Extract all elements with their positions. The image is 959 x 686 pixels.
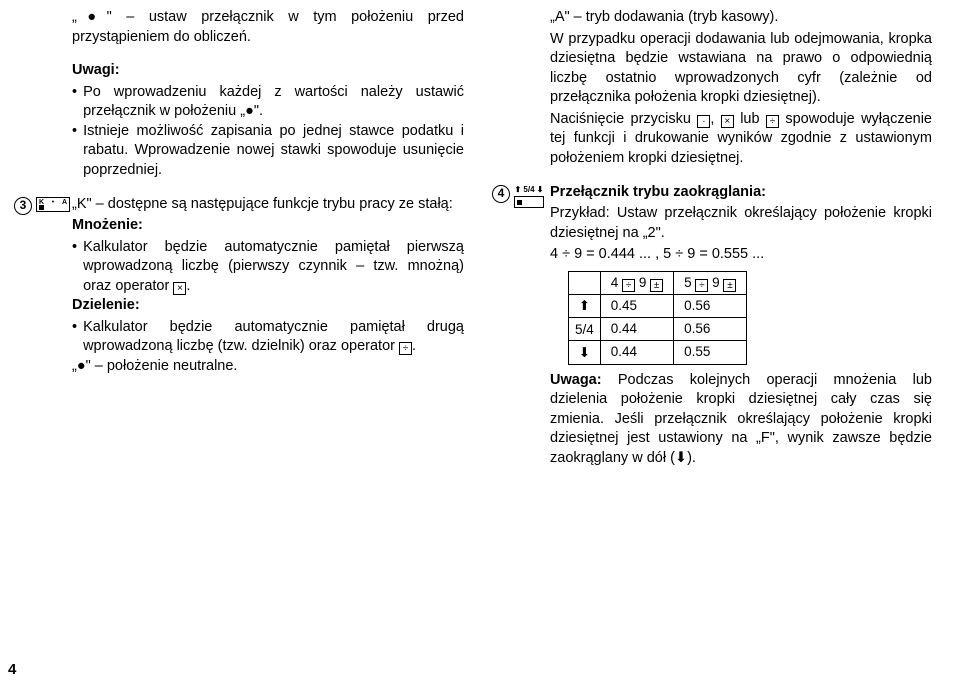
rounding-heading: Przełącznik trybu zaokrąglania:: [550, 183, 932, 203]
table-row: ⬇ 0.44 0.55: [569, 341, 747, 364]
neutral-text: „●" – położenie neutralne.: [72, 357, 464, 377]
plusminus-key-icon: ±: [650, 279, 663, 292]
section-4-marker: 4 ⬆ 5/4 ⬇: [492, 183, 550, 209]
rounding-note: Uwaga: Podczas kolejnych operacji mnożen…: [550, 371, 932, 469]
a-mode-para2: Naciśnięcie przycisku ·, × lub ÷ spowodu…: [550, 110, 932, 169]
page-number: 4: [8, 660, 16, 680]
table-header-1: 4 ÷ 9 ±: [600, 271, 673, 294]
two-column-layout: „●" – ustaw przełącznik w tym położeniu …: [14, 8, 945, 470]
a-mode-block: „A" – tryb dodawania (tryb kasowy). W pr…: [492, 8, 932, 169]
uwagi-block: Uwagi: Po wprowadzeniu każdej z wartości…: [14, 61, 464, 180]
uwagi-heading: Uwagi:: [72, 61, 464, 81]
mnozenie-bullet: Kalkulator będzie automatycznie pamiętał…: [72, 238, 464, 297]
section-4-row: 4 ⬆ 5/4 ⬇ Przełącznik trybu zaokrąglania…: [492, 183, 932, 471]
uwagi-bullet-2: Istnieje możliwość zapisania po jednej s…: [72, 122, 464, 181]
table-row: 5/4 0.44 0.56: [569, 318, 747, 341]
section-3-row: 3 K•A „K" – dostępne są następujące funk…: [14, 195, 464, 379]
label-54: 5/4: [569, 318, 601, 341]
divide-key-icon-4: ÷: [695, 279, 708, 292]
divide-key-icon-2: ÷: [766, 115, 779, 128]
circled-3-icon: 3: [14, 197, 32, 215]
intro-text: „●" – ustaw przełącznik w tym położeniu …: [72, 8, 464, 47]
dzielenie-bullet: Kalkulator będzie automatycznie pamiętał…: [72, 318, 464, 357]
section-4-content: Przełącznik trybu zaokrąglania: Przykład…: [550, 183, 932, 471]
rounding-table: 4 ÷ 9 ± 5 ÷ 9 ± ⬆ 0.45 0.56 5/4 0.44: [568, 271, 747, 365]
arrow-down-icon: ⬇: [569, 341, 601, 364]
table-header-row: 4 ÷ 9 ± 5 ÷ 9 ±: [569, 271, 747, 294]
left-column: „●" – ustaw przełącznik w tym położeniu …: [14, 8, 464, 470]
uwagi-bullet-1: Po wprowadzeniu każdej z wartości należy…: [72, 83, 464, 122]
divide-key-icon-3: ÷: [622, 279, 635, 292]
section-3-content: „K" – dostępne są następujące funkcje tr…: [72, 195, 464, 379]
switch-k-a-icon: K•A: [36, 197, 70, 212]
rounding-example-2: 4 ÷ 9 = 0.444 ... , 5 ÷ 9 = 0.555 ...: [550, 245, 932, 265]
intro-block: „●" – ustaw przełącznik w tym położeniu …: [14, 8, 464, 47]
plusminus-key-icon-2: ±: [723, 279, 736, 292]
k-heading: „K" – dostępne są następujące funkcje tr…: [72, 195, 464, 215]
dot-key-icon: ·: [697, 115, 710, 128]
switch-54-label: ⬆ 5/4 ⬇: [515, 185, 544, 196]
switch-rounding-icon: [514, 196, 544, 208]
multiply-key-icon: ×: [173, 282, 186, 295]
a-mode-heading: „A" – tryb dodawania (tryb kasowy).: [550, 8, 932, 28]
multiply-key-icon-2: ×: [721, 115, 734, 128]
divide-key-icon: ÷: [399, 342, 412, 355]
a-mode-para1: W przypadku operacji dodawania lub odejm…: [550, 30, 932, 108]
dzielenie-heading: Dzielenie:: [72, 296, 464, 316]
mnozenie-heading: Mnożenie:: [72, 216, 464, 236]
circled-4-icon: 4: [492, 185, 510, 203]
table-header-blank: [569, 271, 601, 294]
section-3-marker: 3 K•A: [14, 195, 72, 215]
table-header-2: 5 ÷ 9 ±: [674, 271, 747, 294]
arrow-up-icon: ⬆: [569, 294, 601, 317]
right-column: „A" – tryb dodawania (tryb kasowy). W pr…: [492, 8, 932, 470]
rounding-example-1: Przykład: Ustaw przełącznik określający …: [550, 204, 932, 243]
table-row: ⬆ 0.45 0.56: [569, 294, 747, 317]
